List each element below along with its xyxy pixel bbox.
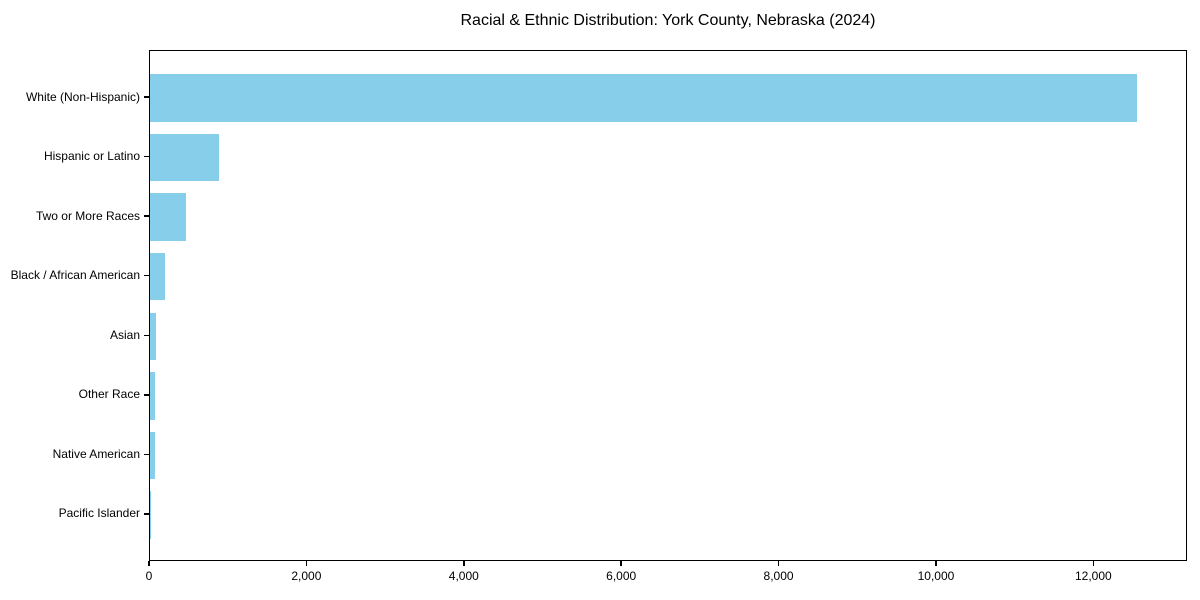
bar-black-african-american [150, 252, 165, 301]
y-tick-mark [144, 453, 149, 456]
y-tick-label-two-or-more-races: Two or More Races [35, 208, 140, 223]
x-tick-label: 4,000 [448, 569, 479, 583]
x-tick-mark [305, 561, 308, 566]
bar-native-american [150, 431, 155, 480]
x-tick-mark [1092, 561, 1095, 566]
y-tick-mark [144, 513, 149, 515]
x-tick-label: 10,000 [917, 569, 955, 583]
y-tick-mark [144, 215, 149, 217]
x-tick-label: 12,000 [1074, 569, 1112, 583]
y-tick-label-black-african-american: Black / African American [10, 268, 140, 283]
x-tick-mark [148, 561, 150, 566]
y-tick-label-white-non-hispanic: White (Non-Hispanic) [25, 89, 140, 104]
y-tick-mark [144, 274, 149, 277]
x-tick-mark [935, 561, 937, 566]
x-tick-label: 0 [145, 569, 153, 583]
plot-area [149, 50, 1187, 561]
y-tick-label-native-american: Native American [52, 446, 140, 461]
y-tick-mark [144, 96, 149, 98]
bar-other-race [150, 372, 156, 420]
y-tick-mark [144, 334, 149, 337]
x-tick-label: 8,000 [763, 569, 794, 583]
y-tick-label-other-race: Other Race [78, 387, 140, 402]
x-tick-mark [620, 561, 622, 566]
y-tick-label-pacific-islander: Pacific Islander [58, 506, 140, 521]
y-tick-label-asian: Asian [109, 327, 140, 342]
y-tick-label-hispanic-or-latino: Hispanic or Latino [43, 149, 140, 164]
x-tick-label: 6,000 [606, 569, 637, 583]
bar-white-non-hispanic [150, 74, 1137, 122]
bar-asian [150, 312, 156, 361]
bar-hispanic-or-latino [150, 133, 219, 182]
x-tick-mark [777, 561, 780, 566]
chart-title: Racial & Ethnic Distribution: York Count… [460, 12, 876, 29]
bar-two-or-more-races [150, 193, 186, 241]
x-tick-label: 2,000 [291, 569, 322, 583]
y-tick-mark [144, 155, 149, 158]
y-tick-mark [144, 394, 149, 396]
x-tick-mark [463, 561, 465, 566]
